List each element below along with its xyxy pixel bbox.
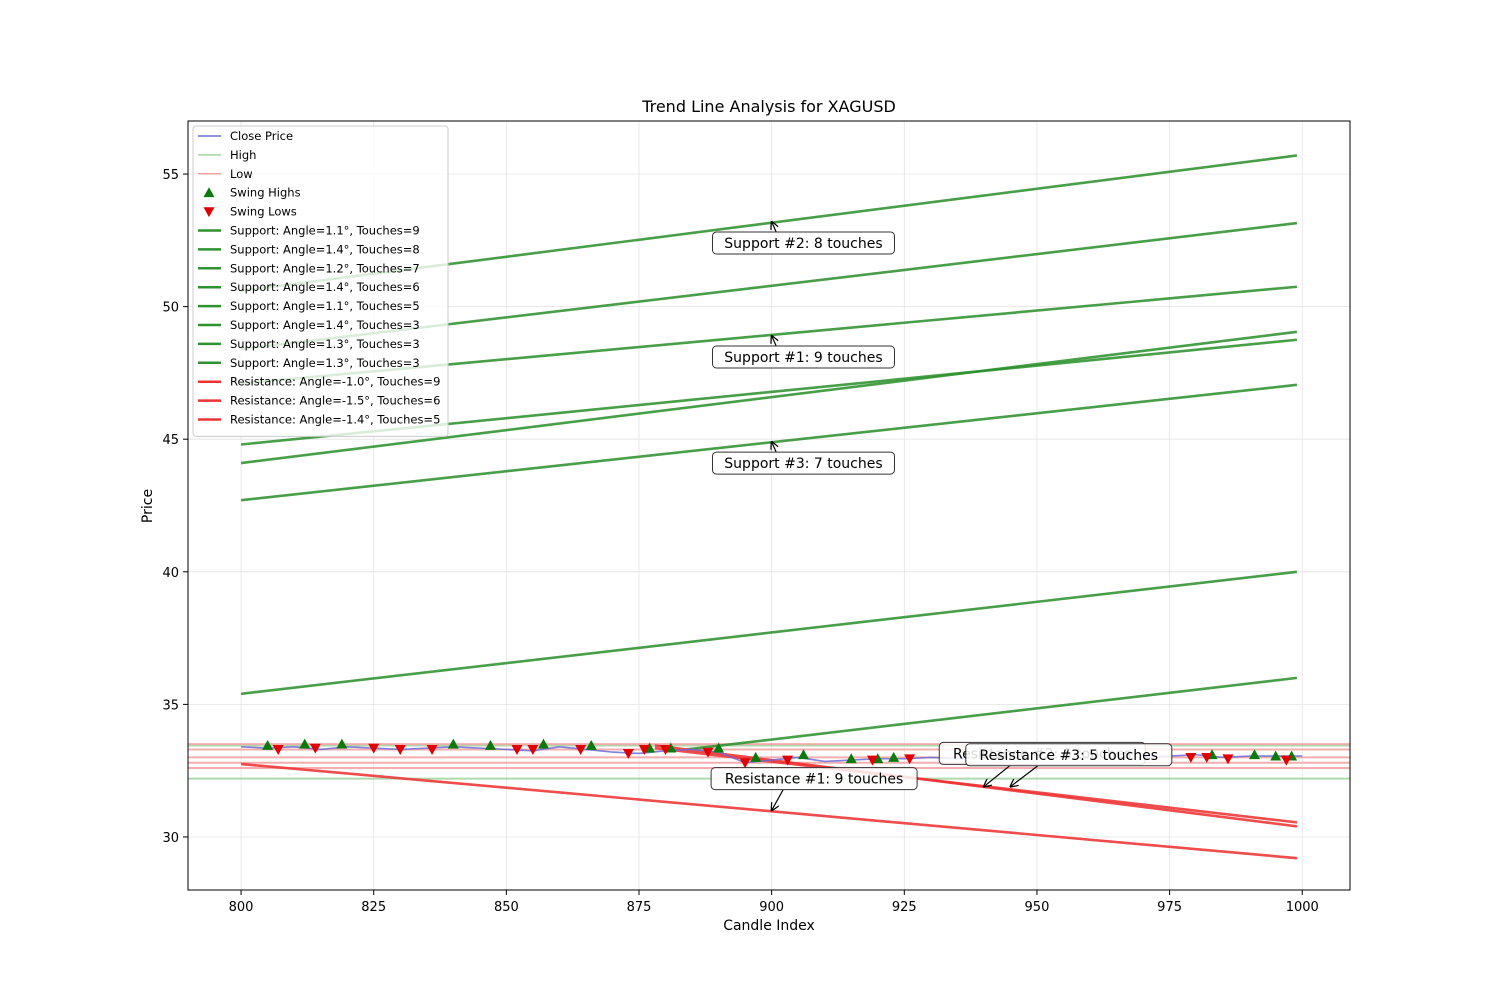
swing-low-marker <box>527 745 539 755</box>
swing-low-marker <box>272 745 284 755</box>
legend-label: Support: Angle=1.3°, Touches=3 <box>230 356 420 370</box>
support-trend-line <box>686 676 1298 751</box>
y-tick-label: 30 <box>162 831 179 846</box>
swing-high-marker <box>713 742 725 753</box>
x-tick-label: 800 <box>229 900 254 915</box>
x-tick-label: 975 <box>1157 900 1182 915</box>
annotations: Support #2: 8 touches Support #1: 9 touch… <box>710 222 1173 811</box>
annotation-arrow <box>772 789 784 811</box>
y-tick-label: 50 <box>162 301 179 316</box>
swing-high-marker <box>484 739 496 750</box>
swing-markers <box>262 738 1298 769</box>
swing-high-marker <box>447 738 459 749</box>
chart-title: Trend Line Analysis for XAGUSD <box>641 97 896 116</box>
x-tick-label: 850 <box>494 900 519 915</box>
annotation-label: Resistance #3: 5 touches <box>980 748 1158 764</box>
swing-high-marker <box>299 738 311 749</box>
swing-low-marker <box>1222 754 1234 765</box>
annotation-arrow <box>984 763 1012 786</box>
legend-label: Resistance: Angle=-1.5°, Touches=6 <box>230 394 440 408</box>
legend-label: Resistance: Angle=-1.0°, Touches=9 <box>230 375 440 389</box>
annotation-label: Support #2: 8 touches <box>724 236 882 252</box>
swing-low-marker <box>1280 755 1292 766</box>
swing-high-marker <box>336 738 348 749</box>
x-tick-label: 825 <box>361 900 386 915</box>
annotation-box <box>711 451 895 475</box>
legend-label: Close Price <box>230 129 293 143</box>
plot-frame <box>187 120 1351 891</box>
annotation-arrow <box>772 222 777 233</box>
swing-high-marker <box>262 739 274 750</box>
legend-swatch <box>203 187 215 198</box>
swing-low-marker <box>866 755 878 766</box>
annotation-label: Resistance #1: 9 touches <box>725 772 903 788</box>
annotation-label: Support #1: 9 touches <box>724 350 882 366</box>
x-tick-label: 875 <box>627 900 652 915</box>
legend-label: Support: Angle=1.3°, Touches=3 <box>230 337 420 351</box>
legend: Close Price High Low Swing Highs Swing Lows S… <box>192 125 449 437</box>
y-tick-label: 40 <box>162 566 179 581</box>
support-trend-line <box>240 383 1298 502</box>
swing-low-marker <box>622 749 634 759</box>
swing-high-marker <box>1270 750 1282 761</box>
legend-label: Swing Lows <box>230 205 297 219</box>
annotation-label: Support #3: 7 touches <box>724 456 882 472</box>
swing-low-marker <box>368 743 380 754</box>
legend-label: Support: Angle=1.4°, Touches=8 <box>230 242 420 256</box>
swing-low-marker <box>782 755 794 766</box>
x-axis-label: Candle Index <box>723 918 815 934</box>
x-tick-label: 950 <box>1025 900 1050 915</box>
swing-high-marker <box>797 749 809 760</box>
swing-low-marker <box>904 754 916 765</box>
swing-high-marker <box>750 751 762 762</box>
swing-low-marker <box>394 745 406 755</box>
annotation-arrow <box>772 336 777 347</box>
y-tick-label: 55 <box>162 168 179 183</box>
legend-label: Low <box>230 167 253 181</box>
annotation-box <box>710 767 918 791</box>
legend-box <box>192 125 449 437</box>
annotation-arrow <box>1010 765 1039 787</box>
resistance-trend-line <box>240 762 1298 860</box>
swing-low-marker <box>511 745 523 755</box>
swing-low-marker <box>426 745 438 755</box>
swing-high-marker <box>845 753 857 764</box>
swing-low-marker <box>739 758 751 769</box>
swing-low-marker <box>309 743 321 754</box>
swing-high-marker <box>1248 749 1260 760</box>
y-axis-label: Price <box>140 489 156 523</box>
x-tick-label: 1000 <box>1286 900 1319 915</box>
x-tick-label: 900 <box>759 900 784 915</box>
legend-label: High <box>230 148 256 162</box>
x-tick-label: 925 <box>892 900 917 915</box>
swing-high-marker <box>585 739 597 750</box>
swing-low-marker <box>702 747 714 758</box>
support-trend-line <box>240 570 1298 696</box>
swing-low-marker <box>1185 753 1197 763</box>
swing-low-marker <box>1201 753 1213 763</box>
legend-label: Support: Angle=1.4°, Touches=3 <box>230 318 420 332</box>
annotation-box <box>711 231 895 255</box>
legend-label: Support: Angle=1.2°, Touches=7 <box>230 261 420 275</box>
legend-label: Support: Angle=1.4°, Touches=6 <box>230 280 420 294</box>
annotation-box <box>965 743 1173 767</box>
support-trend-line <box>240 330 1298 465</box>
legend-label: Support: Angle=1.1°, Touches=9 <box>230 224 420 238</box>
y-tick-label: 45 <box>162 433 179 448</box>
annotation-box <box>711 345 895 369</box>
grid <box>188 121 1350 890</box>
swing-high-marker <box>537 738 549 749</box>
swing-high-marker <box>888 751 900 762</box>
legend-label: Swing Highs <box>230 186 301 200</box>
axis-ticks: 800 825 850 875 900 925 950 975 1000 30 35 40 45 50 55 <box>162 168 1318 915</box>
legend-swatch <box>203 207 215 218</box>
legend-label: Resistance: Angle=-1.4°, Touches=5 <box>230 413 440 427</box>
swing-low-marker <box>575 745 587 755</box>
swing-low-marker <box>660 745 672 755</box>
annotation-arrow <box>772 442 777 453</box>
y-tick-label: 35 <box>162 698 179 713</box>
swing-low-marker <box>638 745 650 755</box>
legend-label: Support: Angle=1.1°, Touches=5 <box>230 299 420 313</box>
